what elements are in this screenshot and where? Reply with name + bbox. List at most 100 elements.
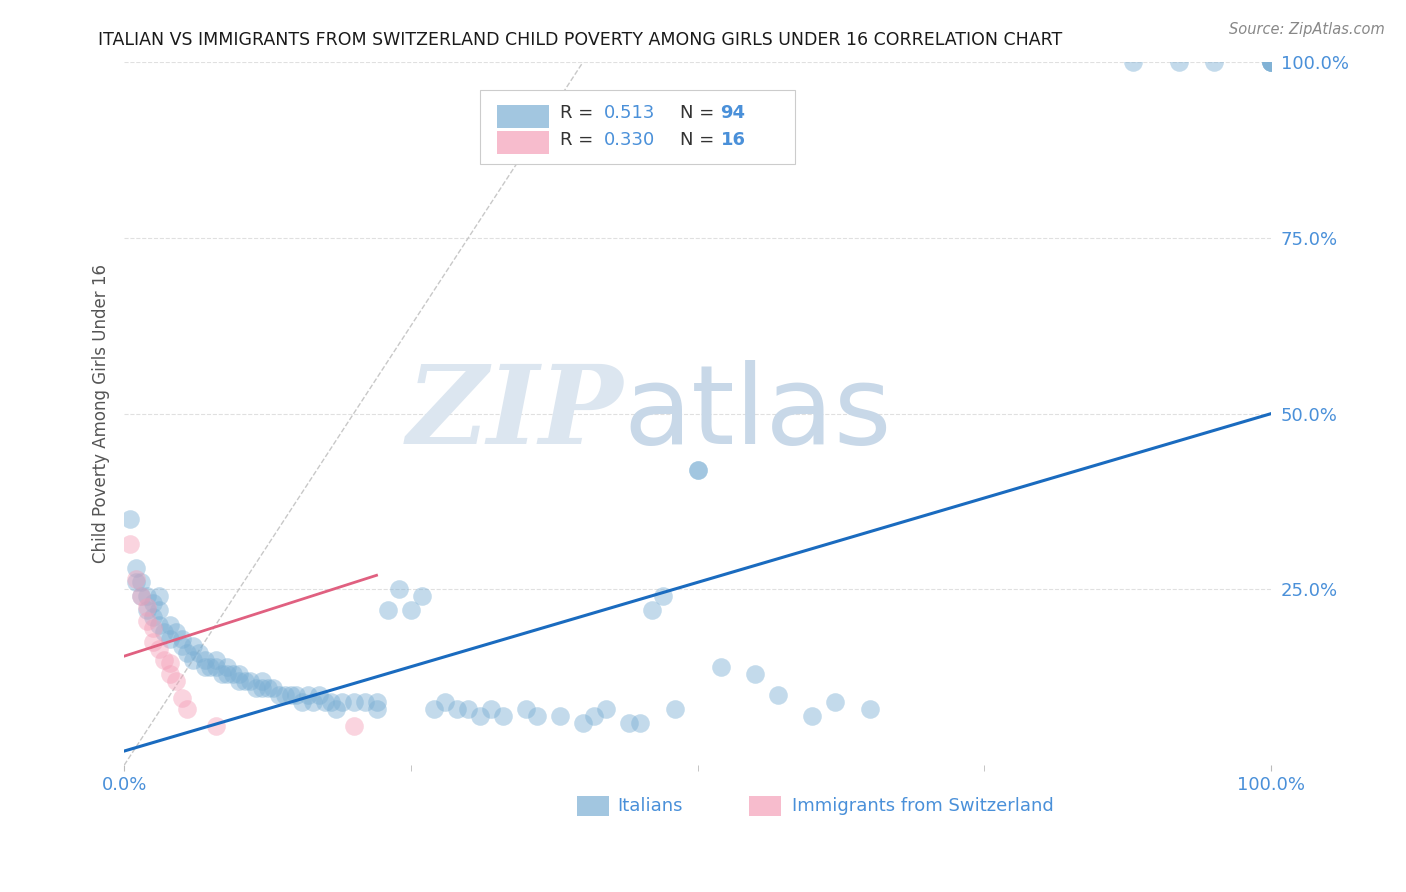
Point xyxy=(193,653,215,667)
Point xyxy=(710,659,733,673)
Text: Immigrants from Switzerland: Immigrants from Switzerland xyxy=(792,797,1053,815)
Point xyxy=(1260,55,1282,70)
FancyBboxPatch shape xyxy=(749,796,782,815)
Point xyxy=(342,719,364,733)
Point xyxy=(159,632,181,646)
FancyBboxPatch shape xyxy=(479,90,796,164)
Text: 94: 94 xyxy=(721,104,745,122)
Point xyxy=(205,659,228,673)
Point xyxy=(366,702,388,716)
Point xyxy=(181,653,204,667)
Point xyxy=(165,624,187,639)
Point xyxy=(1122,55,1144,70)
Y-axis label: Child Poverty Among Girls Under 16: Child Poverty Among Girls Under 16 xyxy=(93,264,110,563)
Point xyxy=(308,688,330,702)
Point xyxy=(125,575,148,590)
Point xyxy=(159,617,181,632)
Point xyxy=(262,681,284,695)
Point xyxy=(325,702,347,716)
Text: 0.513: 0.513 xyxy=(603,104,655,122)
Point xyxy=(572,715,595,730)
Point xyxy=(148,590,170,604)
Point xyxy=(468,709,491,723)
Text: Source: ZipAtlas.com: Source: ZipAtlas.com xyxy=(1229,22,1385,37)
Text: 16: 16 xyxy=(721,131,745,149)
Text: ITALIAN VS IMMIGRANTS FROM SWITZERLAND CHILD POVERTY AMONG GIRLS UNDER 16 CORREL: ITALIAN VS IMMIGRANTS FROM SWITZERLAND C… xyxy=(98,31,1063,49)
Point xyxy=(170,632,193,646)
Point xyxy=(1260,55,1282,70)
Point xyxy=(228,666,250,681)
Point xyxy=(446,702,468,716)
Point xyxy=(1202,55,1225,70)
Text: Italians: Italians xyxy=(617,797,683,815)
Point xyxy=(239,673,262,688)
Point xyxy=(181,639,204,653)
Text: ZIP: ZIP xyxy=(406,359,623,467)
FancyBboxPatch shape xyxy=(578,796,609,815)
FancyBboxPatch shape xyxy=(496,131,548,153)
Point xyxy=(766,688,789,702)
Point xyxy=(330,695,353,709)
Text: N =: N = xyxy=(681,104,720,122)
Point xyxy=(136,590,159,604)
Point xyxy=(824,695,846,709)
FancyBboxPatch shape xyxy=(496,105,548,128)
Point xyxy=(411,590,433,604)
Point xyxy=(193,659,215,673)
Point xyxy=(302,695,325,709)
Point xyxy=(285,688,308,702)
Point xyxy=(274,688,297,702)
Point xyxy=(291,695,314,709)
Point xyxy=(526,709,548,723)
Point xyxy=(479,702,502,716)
Point xyxy=(118,512,141,526)
Point xyxy=(641,603,664,617)
Point xyxy=(859,702,882,716)
Text: N =: N = xyxy=(681,131,720,149)
Point xyxy=(142,621,165,635)
Point xyxy=(136,614,159,628)
Point xyxy=(1260,55,1282,70)
Point xyxy=(377,603,399,617)
Point xyxy=(548,709,571,723)
Point xyxy=(125,561,148,575)
Point xyxy=(1168,55,1191,70)
Point xyxy=(492,709,515,723)
Point xyxy=(136,603,159,617)
Point xyxy=(686,463,709,477)
Point xyxy=(801,709,824,723)
Point xyxy=(1260,55,1282,70)
Point xyxy=(423,702,446,716)
Point xyxy=(664,702,686,716)
Point xyxy=(142,596,165,610)
Point xyxy=(617,715,640,730)
Point xyxy=(142,610,165,624)
Point xyxy=(205,653,228,667)
Point xyxy=(583,709,606,723)
Point xyxy=(170,691,193,706)
Point xyxy=(744,666,766,681)
Point xyxy=(228,673,250,688)
Point xyxy=(176,646,198,660)
Point xyxy=(250,681,273,695)
Point xyxy=(187,646,209,660)
Point xyxy=(280,688,302,702)
Point xyxy=(131,590,153,604)
Point xyxy=(297,688,319,702)
Point xyxy=(250,673,273,688)
Point xyxy=(354,695,377,709)
Text: R =: R = xyxy=(560,131,599,149)
Point xyxy=(595,702,617,716)
Text: atlas: atlas xyxy=(623,360,891,467)
Point xyxy=(217,666,239,681)
Point xyxy=(170,639,193,653)
Point xyxy=(211,666,233,681)
Point xyxy=(153,624,176,639)
Point xyxy=(142,635,165,649)
Point xyxy=(1260,55,1282,70)
Point xyxy=(148,603,170,617)
Point xyxy=(686,463,709,477)
Point xyxy=(652,590,675,604)
Point xyxy=(153,653,176,667)
Point xyxy=(148,642,170,657)
